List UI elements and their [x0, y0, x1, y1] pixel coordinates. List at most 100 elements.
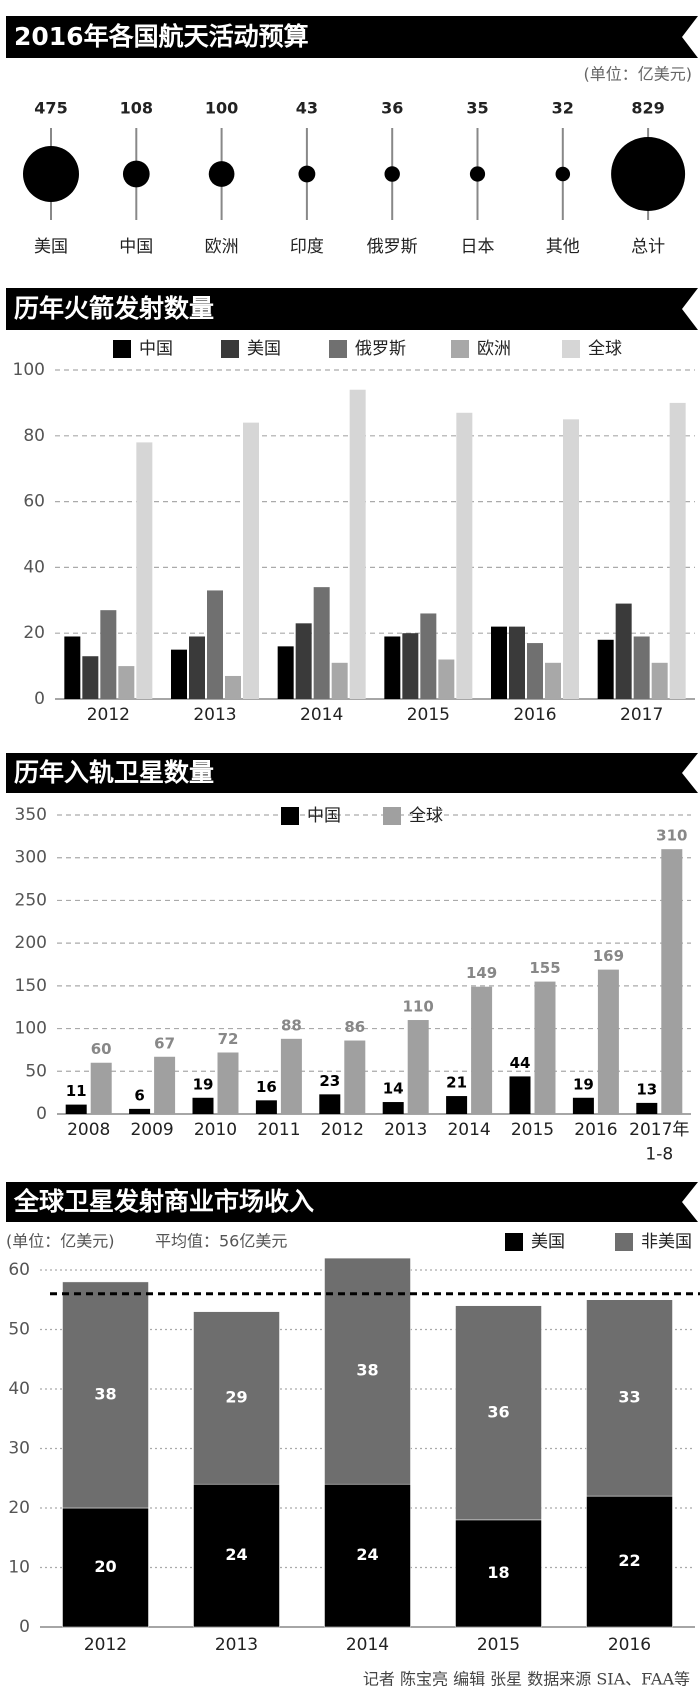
x-tick-label: 2015	[511, 1120, 554, 1140]
bar	[446, 1096, 468, 1114]
bar	[90, 1062, 112, 1114]
bubble	[122, 160, 150, 188]
category-label: 总计	[631, 237, 665, 257]
bar	[243, 422, 259, 699]
y-tick-label: 0	[34, 689, 45, 709]
bar	[192, 1097, 214, 1114]
value-label: 18	[487, 1563, 509, 1582]
x-tick-label: 2013	[193, 705, 236, 725]
legend-swatch	[562, 340, 580, 358]
bar	[154, 1056, 176, 1114]
y-tick-label: 30	[8, 1439, 30, 1459]
value-label: 72	[218, 1030, 239, 1048]
bar	[633, 636, 650, 699]
value-label: 36	[381, 99, 403, 118]
banner-title: 历年入轨卫星数量	[14, 758, 214, 787]
value-label: 20	[94, 1557, 116, 1576]
legend-swatch	[113, 340, 131, 358]
y-tick-label: 50	[8, 1320, 30, 1340]
bar	[509, 626, 525, 699]
y-tick-label: 20	[8, 1498, 30, 1518]
y-tick-label: 100	[13, 360, 45, 380]
y-tick-label: 150	[15, 976, 47, 996]
bar	[597, 639, 614, 699]
banner	[6, 1182, 698, 1222]
bar	[509, 1076, 531, 1114]
legend-label: 俄罗斯	[355, 339, 406, 359]
legend-swatch	[221, 340, 239, 358]
bar	[255, 1100, 277, 1114]
y-tick-label: 80	[23, 426, 45, 446]
y-tick-label: 50	[25, 1061, 47, 1081]
banner	[6, 16, 698, 58]
value-label: 829	[631, 99, 664, 118]
bar-segment	[324, 1257, 411, 1485]
bar	[407, 1020, 429, 1114]
bar	[129, 1108, 151, 1114]
x-tick-label: 2016	[574, 1120, 617, 1140]
bar	[615, 603, 632, 699]
bar	[597, 969, 619, 1114]
legend-label: 美国	[531, 1232, 565, 1252]
value-label: 32	[552, 99, 574, 118]
legend-label: 非美国	[641, 1232, 692, 1252]
value-label: 29	[225, 1387, 247, 1406]
bar	[636, 1102, 658, 1114]
bar	[545, 662, 561, 699]
value-label: 88	[281, 1016, 302, 1034]
x-tick-label: 2012	[87, 705, 130, 725]
x-tick-label: 2009	[130, 1120, 173, 1140]
value-label: 24	[225, 1545, 247, 1564]
bar	[651, 662, 668, 699]
bar	[319, 1094, 341, 1114]
value-label: 149	[466, 964, 497, 982]
bar	[313, 587, 330, 699]
unit-label: (单位：亿美元)	[6, 1232, 115, 1251]
bar	[382, 1102, 404, 1114]
banner	[6, 288, 698, 330]
x-tick-label: 2012	[84, 1635, 127, 1655]
x-tick-label: 2016	[608, 1635, 651, 1655]
value-label: 14	[383, 1080, 404, 1098]
bar	[527, 643, 543, 699]
legend-label: 全球	[588, 339, 622, 359]
x-tick-label: 2014	[300, 705, 343, 725]
y-tick-label: 10	[8, 1558, 30, 1578]
value-label: 67	[154, 1034, 175, 1052]
bar	[118, 666, 135, 699]
y-tick-label: 0	[19, 1617, 30, 1637]
bar	[65, 1104, 87, 1114]
x-tick-label: 2013	[215, 1635, 258, 1655]
legend-label: 全球	[409, 806, 443, 826]
bubble	[384, 166, 400, 182]
category-label: 美国	[34, 237, 68, 257]
bubble	[22, 145, 80, 203]
bar	[572, 1097, 594, 1114]
bar	[420, 613, 437, 699]
bar	[402, 633, 419, 699]
bar	[534, 981, 556, 1114]
unit-label: (单位：亿美元)	[584, 65, 693, 84]
banner-title: 历年火箭发射数量	[14, 294, 214, 323]
bar	[331, 662, 348, 699]
value-label: 19	[193, 1075, 214, 1093]
legend-swatch	[505, 1233, 523, 1251]
bubble	[611, 137, 686, 211]
value-label: 38	[356, 1361, 378, 1380]
value-label: 36	[487, 1402, 509, 1421]
value-label: 19	[573, 1075, 594, 1093]
x-tick-label: 2012	[321, 1120, 364, 1140]
x-tick-label: 2008	[67, 1120, 110, 1140]
y-tick-label: 20	[23, 623, 45, 643]
bubble	[469, 166, 486, 182]
category-label: 中国	[119, 237, 153, 257]
bar	[456, 412, 473, 699]
bar	[100, 610, 117, 699]
bar-segment	[62, 1507, 149, 1628]
value-label: 23	[319, 1072, 340, 1090]
bar	[669, 402, 686, 699]
bar-segment	[455, 1519, 542, 1628]
bar	[295, 623, 312, 699]
legend-swatch	[383, 807, 401, 825]
x-tick-label: 2015	[477, 1635, 520, 1655]
